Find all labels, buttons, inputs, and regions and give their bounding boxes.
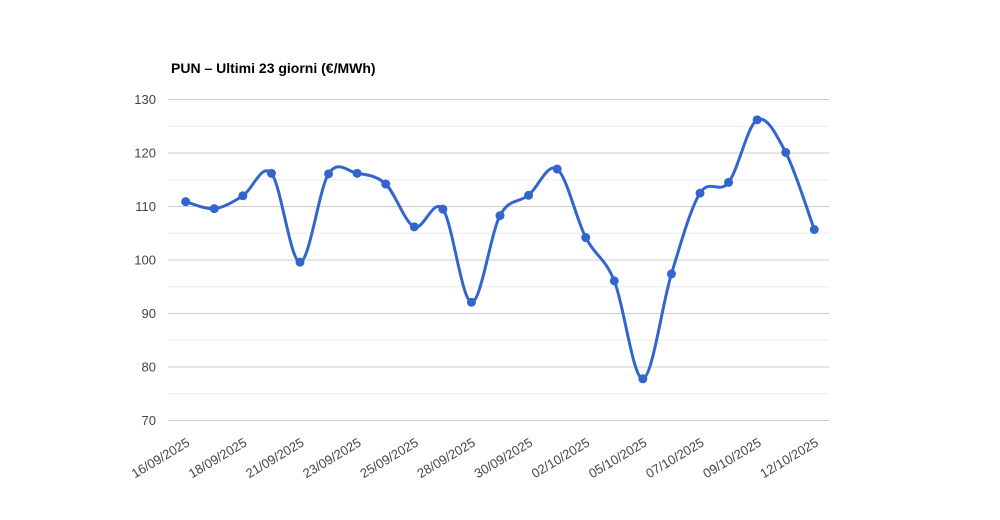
series-layer (181, 115, 819, 384)
data-point[interactable] (409, 222, 419, 232)
x-axis-tick-label: 16/09/2025 (129, 435, 193, 481)
x-axis-tick-label: 25/09/2025 (357, 435, 421, 481)
major-gridlines (168, 99, 829, 421)
data-point[interactable] (581, 233, 591, 243)
x-axis-tick-label: 30/09/2025 (472, 435, 536, 481)
data-point[interactable] (809, 225, 819, 234)
data-point[interactable] (438, 204, 448, 214)
data-point[interactable] (781, 147, 791, 157)
x-axis-tick-label: 23/09/2025 (300, 435, 364, 481)
x-axis-tick-label: 21/09/2025 (243, 435, 307, 481)
x-axis-tick-label: 07/10/2025 (643, 435, 707, 481)
data-point[interactable] (724, 177, 734, 187)
chart-title: PUN – Ultimi 23 giorni (€/MWh) (171, 60, 376, 76)
data-point[interactable] (495, 211, 505, 221)
y-axis-tick-label: 90 (142, 306, 156, 321)
x-axis-tick-label: 05/10/2025 (586, 435, 650, 481)
data-point[interactable] (466, 297, 476, 307)
x-axis-tick-label: 12/10/2025 (757, 435, 821, 481)
y-axis-tick-label: 110 (135, 199, 156, 214)
y-axis-tick-label: 130 (134, 92, 156, 107)
data-point[interactable] (524, 190, 534, 200)
x-axis-tick-label: 09/10/2025 (700, 435, 764, 481)
data-point[interactable] (666, 269, 676, 279)
data-point[interactable] (609, 276, 619, 286)
data-point[interactable] (752, 115, 762, 125)
y-axis-tick-label: 70 (142, 413, 156, 428)
y-axis-tick-label: 80 (142, 360, 156, 375)
x-axis-tick-label: 02/10/2025 (529, 435, 593, 481)
x-axis-labels: 16/09/202518/09/202521/09/202523/09/2025… (129, 435, 821, 481)
data-point[interactable] (181, 197, 191, 207)
data-point[interactable] (352, 168, 362, 178)
data-point[interactable] (638, 374, 648, 384)
y-axis-tick-label: 120 (134, 146, 156, 161)
data-point[interactable] (238, 191, 248, 201)
data-point[interactable] (381, 179, 391, 189)
data-point[interactable] (552, 164, 562, 174)
data-point[interactable] (695, 188, 705, 198)
y-axis-tick-label: 100 (134, 253, 156, 268)
data-point[interactable] (324, 169, 334, 179)
x-axis-tick-label: 28/09/2025 (414, 435, 478, 481)
minor-gridlines (168, 125, 829, 395)
data-point[interactable] (295, 257, 305, 267)
data-point[interactable] (266, 168, 276, 178)
y-axis-labels: 70 80 90 100 110 120 130 (134, 92, 156, 428)
data-point[interactable] (209, 204, 219, 214)
x-axis-tick-label: 18/09/2025 (186, 435, 250, 481)
